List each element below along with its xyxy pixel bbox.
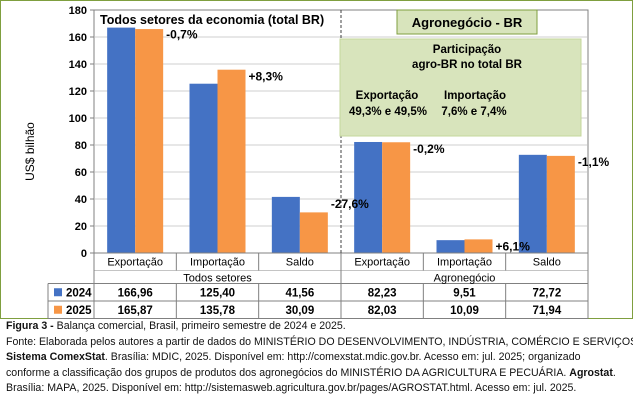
x-category-label: Importação bbox=[190, 257, 245, 269]
info-import-value: 7,6% e 7,4% bbox=[441, 106, 506, 118]
y-tick-label: 100 bbox=[69, 113, 87, 125]
bar-2025-3 bbox=[299, 212, 328, 253]
bar-2024-1 bbox=[107, 27, 136, 253]
change-annotation: -1,1% bbox=[578, 155, 610, 169]
data-label: 166,96 bbox=[118, 287, 153, 299]
change-annotation: -27,6% bbox=[331, 197, 369, 211]
data-label: 82,03 bbox=[368, 305, 397, 317]
y-tick-label: 160 bbox=[69, 32, 87, 44]
info-box-title: Participação bbox=[433, 44, 501, 56]
x-category-label: Saldo bbox=[533, 257, 561, 269]
data-label: 10,09 bbox=[450, 305, 479, 317]
bar-2024-6 bbox=[518, 154, 547, 253]
x-category-label: Saldo bbox=[286, 257, 314, 269]
data-label: 9,51 bbox=[453, 287, 476, 299]
info-export-label: Exportação bbox=[356, 90, 419, 102]
x-group-label: Todos setores bbox=[183, 273, 252, 285]
x-category-label: Exportação bbox=[354, 257, 410, 269]
data-label: 41,56 bbox=[285, 287, 314, 299]
y-tick-label: 60 bbox=[75, 167, 87, 179]
data-label: 135,78 bbox=[200, 305, 236, 317]
info-box bbox=[339, 38, 582, 137]
legend-swatch-2024 bbox=[54, 288, 62, 297]
y-tick-label: 140 bbox=[69, 59, 87, 71]
y-axis-label: US$ bilhão bbox=[23, 122, 37, 181]
caption-source-line-2: . Brasília: MDIC, 2025. Disponível em: h… bbox=[104, 351, 581, 364]
bar-2024-4 bbox=[354, 141, 383, 253]
data-label: 82,23 bbox=[368, 287, 397, 299]
caption-source-line-4: Brasília: MAPA, 2025. Disponível em: htt… bbox=[6, 382, 577, 395]
x-group-label: Agronegócio bbox=[434, 273, 496, 285]
bar-2025-4 bbox=[382, 142, 411, 253]
caption-figure-number: Figura 3 - bbox=[6, 320, 54, 332]
caption-title: Balança comercial, Brasil, primeiro seme… bbox=[53, 320, 346, 332]
caption-source-comexstat: Sistema ComexStat bbox=[6, 351, 105, 364]
bar-2025-2 bbox=[217, 69, 246, 254]
bar-2024-2 bbox=[189, 83, 218, 254]
panel-right-title: Agronegócio - BR bbox=[412, 15, 523, 30]
y-tick-label: 120 bbox=[69, 86, 87, 98]
figure-caption: Figura 3 - Balança comercial, Brasil, pr… bbox=[6, 319, 633, 397]
change-annotation: -0,7% bbox=[166, 28, 198, 42]
chart-container: 0 20 40 60 80 100 120 140 160 180 US$ bilhão -0,7%… bbox=[0, 0, 633, 319]
legend-label-2025: 2025 bbox=[66, 305, 92, 317]
data-label: 30,09 bbox=[285, 305, 314, 317]
panel-right-title-box bbox=[396, 9, 538, 35]
data-label: 71,94 bbox=[532, 305, 561, 317]
caption-source-line-1: Fonte: Elaborada pelos autores a partir … bbox=[6, 335, 633, 348]
data-label: 72,72 bbox=[532, 287, 561, 299]
legend-label-2024: 2024 bbox=[66, 287, 92, 299]
y-tick-label: 40 bbox=[75, 194, 87, 206]
change-annotation: -0,2% bbox=[413, 142, 445, 156]
y-tick-label: 0 bbox=[81, 248, 87, 260]
legend-swatch-2025 bbox=[54, 305, 62, 314]
panel-left-title: Todos setores da economia (total BR) bbox=[100, 13, 324, 27]
bar-2024-5 bbox=[436, 240, 465, 253]
x-category-label: Importação bbox=[437, 257, 492, 269]
data-label: 165,87 bbox=[118, 305, 153, 317]
change-annotation: +6,1% bbox=[496, 239, 531, 253]
bar-2024-3 bbox=[271, 196, 300, 253]
caption-source-line-3: conforme a classificação dos grupos de p… bbox=[6, 366, 570, 379]
y-tick-label: 180 bbox=[69, 5, 87, 17]
data-label: 125,40 bbox=[200, 287, 235, 299]
info-import-label: Importação bbox=[444, 90, 506, 102]
bar-2025-6 bbox=[546, 155, 575, 253]
info-box-subtitle: agro-BR no total BR bbox=[412, 59, 523, 71]
y-tick-label: 80 bbox=[75, 140, 87, 152]
change-annotation: +8,3% bbox=[249, 70, 284, 84]
balance-chart: 0 20 40 60 80 100 120 140 160 180 US$ bilhão -0,7%… bbox=[0, 0, 633, 319]
caption-source-agrostat: Agrostat bbox=[569, 366, 613, 379]
bar-2025-5 bbox=[464, 239, 493, 253]
info-export-value: 49,3% e 49,5% bbox=[349, 106, 427, 118]
caption-source-period: . bbox=[612, 366, 616, 379]
y-tick-label: 20 bbox=[75, 221, 87, 233]
bar-2025-1 bbox=[135, 29, 164, 253]
x-category-label: Exportação bbox=[107, 257, 163, 269]
